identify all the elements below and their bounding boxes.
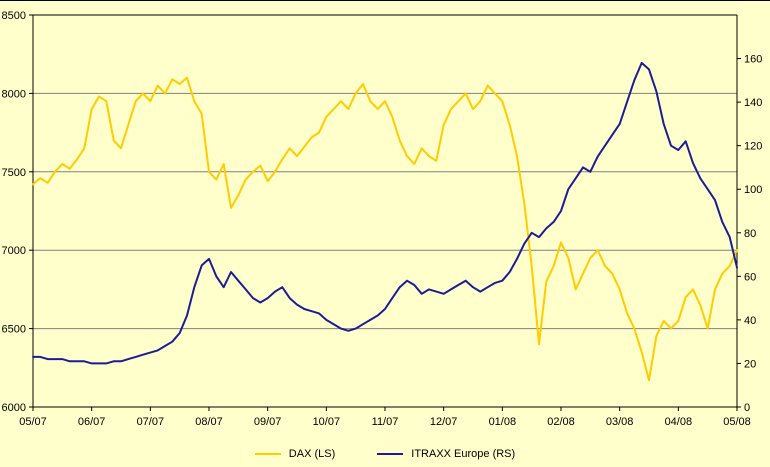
x-tick-label: 05/07 xyxy=(19,416,47,428)
x-tick-label: 07/07 xyxy=(137,416,165,428)
dax-legend-label: DAX (LS) xyxy=(288,448,336,460)
y-left-tick-label: 8500 xyxy=(2,10,26,22)
x-tick-label: 04/08 xyxy=(665,416,693,428)
x-tick-label: 02/08 xyxy=(547,416,575,428)
y-left-tick-label: 7500 xyxy=(2,167,26,179)
y-right-tick-label: 140 xyxy=(744,97,762,109)
y-right-tick-label: 60 xyxy=(744,271,756,283)
x-tick-label: 11/07 xyxy=(372,416,399,428)
y-right-tick-label: 160 xyxy=(744,54,762,66)
y-right-tick-label: 20 xyxy=(744,358,756,370)
y-right-tick-label: 100 xyxy=(744,184,762,196)
x-tick-label: 08/07 xyxy=(195,416,223,428)
x-tick-label: 06/07 xyxy=(78,416,106,428)
y-right-tick-label: 0 xyxy=(744,402,750,414)
x-tick-label: 03/08 xyxy=(606,416,634,428)
x-tick-label: 09/07 xyxy=(254,416,282,428)
x-tick-label: 12/07 xyxy=(430,416,458,428)
y-left-tick-label: 6000 xyxy=(2,402,26,414)
y-left-tick-label: 7000 xyxy=(2,245,26,257)
x-tick-label: 01/08 xyxy=(489,416,517,428)
dax-series-line xyxy=(32,76,738,382)
y-right-tick-label: 120 xyxy=(744,141,762,153)
itraxx-series-line xyxy=(32,61,738,365)
legend-item-dax: DAX (LS) xyxy=(254,448,336,460)
y-left-tick-label: 6500 xyxy=(2,324,26,336)
y-right-tick-label: 80 xyxy=(744,228,756,240)
y-right-tick-label: 40 xyxy=(744,315,756,327)
itraxx-legend-label: ITRAXX Europe (RS) xyxy=(411,448,516,460)
dax-legend-swatch xyxy=(254,453,281,455)
itraxx-legend-swatch xyxy=(377,453,404,455)
legend: DAX (LS) ITRAXX Europe (RS) xyxy=(0,448,770,460)
x-tick-label: 10/07 xyxy=(313,416,341,428)
x-tick-label: 05/08 xyxy=(723,416,751,428)
y-left-tick-label: 8000 xyxy=(2,88,26,100)
legend-item-itraxx: ITRAXX Europe (RS) xyxy=(377,448,515,460)
